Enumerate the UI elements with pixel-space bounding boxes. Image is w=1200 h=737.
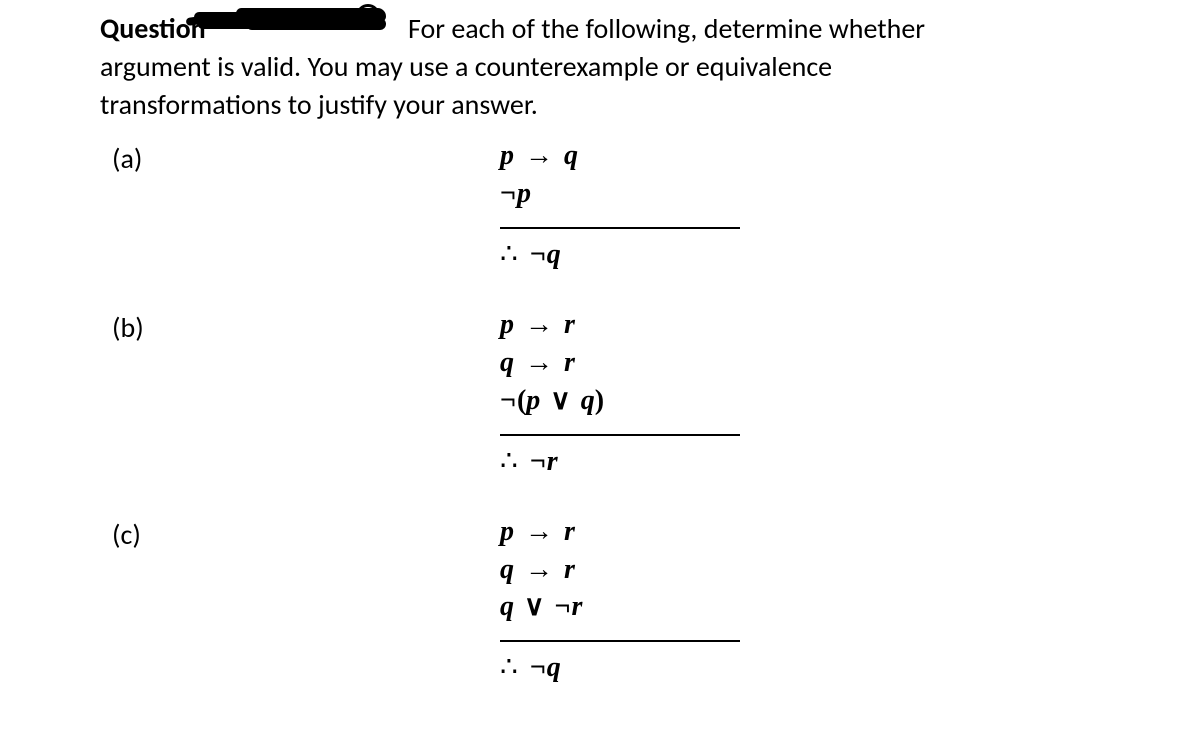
part-c-argument: p → r q → r q ∨ ¬r ∴ ¬q xyxy=(500,513,740,688)
part-c-premise1: p → r xyxy=(500,513,740,551)
var-q: q xyxy=(500,347,514,378)
part-b-argument: p → r q → r ¬(p ∨ q) ∴ ¬r xyxy=(500,306,740,481)
part-c-conclusion: ∴ ¬q xyxy=(500,648,740,687)
intro-text-part2: argument is valid. You may use a counter… xyxy=(100,49,832,84)
part-c: (c) p → r q → r q ∨ ¬r ∴ ¬q xyxy=(100,513,1200,688)
var-r: r xyxy=(547,446,558,477)
var-q: q xyxy=(500,591,514,622)
var-p: p xyxy=(517,178,531,209)
part-c-premise2: q → r xyxy=(500,551,740,589)
arrow-icon: → xyxy=(525,516,553,547)
or-icon: ∨ xyxy=(524,591,545,622)
var-q: q xyxy=(564,140,578,171)
or-icon: ∨ xyxy=(550,385,571,416)
part-b-premise2: q → r xyxy=(500,344,740,382)
var-r: r xyxy=(564,516,575,547)
part-c-label: (c) xyxy=(100,513,500,552)
var-r: r xyxy=(564,554,575,585)
part-b-label: (b) xyxy=(100,306,500,345)
neg-icon: ¬ xyxy=(555,591,571,622)
arrow-icon: → xyxy=(525,554,553,585)
redaction-scribble xyxy=(206,2,396,38)
argument-separator xyxy=(500,640,740,642)
var-q: q xyxy=(547,239,561,270)
argument-separator xyxy=(500,227,740,229)
part-b-premise1: p → r xyxy=(500,306,740,344)
var-q: q xyxy=(547,652,561,683)
part-a-argument: p → q ¬p ∴ ¬q xyxy=(500,137,740,274)
part-a-premise2: ¬p xyxy=(500,175,740,213)
part-a-premise1: p → q xyxy=(500,137,740,175)
intro-text-part1: For each of the following, determine whe… xyxy=(408,11,925,46)
var-r: r xyxy=(571,591,582,622)
part-b-premise3: ¬(p ∨ q) xyxy=(500,382,740,420)
therefore-icon: ∴ xyxy=(500,446,519,477)
var-p: p xyxy=(500,140,514,171)
question-header: Question For each of the following, dete… xyxy=(100,10,1120,123)
var-p: p xyxy=(526,385,540,416)
part-a-label: (a) xyxy=(100,137,500,176)
argument-separator xyxy=(500,434,740,436)
neg-icon: ¬ xyxy=(530,239,546,270)
var-q: q xyxy=(581,385,595,416)
arrow-icon: → xyxy=(525,309,553,340)
arrow-icon: → xyxy=(525,347,553,378)
arrow-icon: → xyxy=(525,140,553,171)
therefore-icon: ∴ xyxy=(500,652,519,683)
question-label: Question xyxy=(100,10,206,48)
neg-icon: ¬ xyxy=(530,446,546,477)
part-b-conclusion: ∴ ¬r xyxy=(500,442,740,481)
therefore-icon: ∴ xyxy=(500,239,519,270)
intro-text-part3: transformations to justify your answer. xyxy=(100,87,538,122)
neg-icon: ¬ xyxy=(500,178,516,209)
var-r: r xyxy=(564,309,575,340)
var-p: p xyxy=(500,516,514,547)
part-a-conclusion: ∴ ¬q xyxy=(500,235,740,274)
neg-icon: ¬ xyxy=(530,652,546,683)
part-c-premise3: q ∨ ¬r xyxy=(500,588,740,626)
var-q: q xyxy=(500,554,514,585)
part-a: (a) p → q ¬p ∴ ¬q xyxy=(100,137,1200,274)
var-r: r xyxy=(564,347,575,378)
question-word: Question xyxy=(100,11,206,46)
var-p: p xyxy=(500,309,514,340)
part-b: (b) p → r q → r ¬(p ∨ q) ∴ ¬r xyxy=(100,306,1200,481)
neg-icon: ¬ xyxy=(500,385,516,416)
